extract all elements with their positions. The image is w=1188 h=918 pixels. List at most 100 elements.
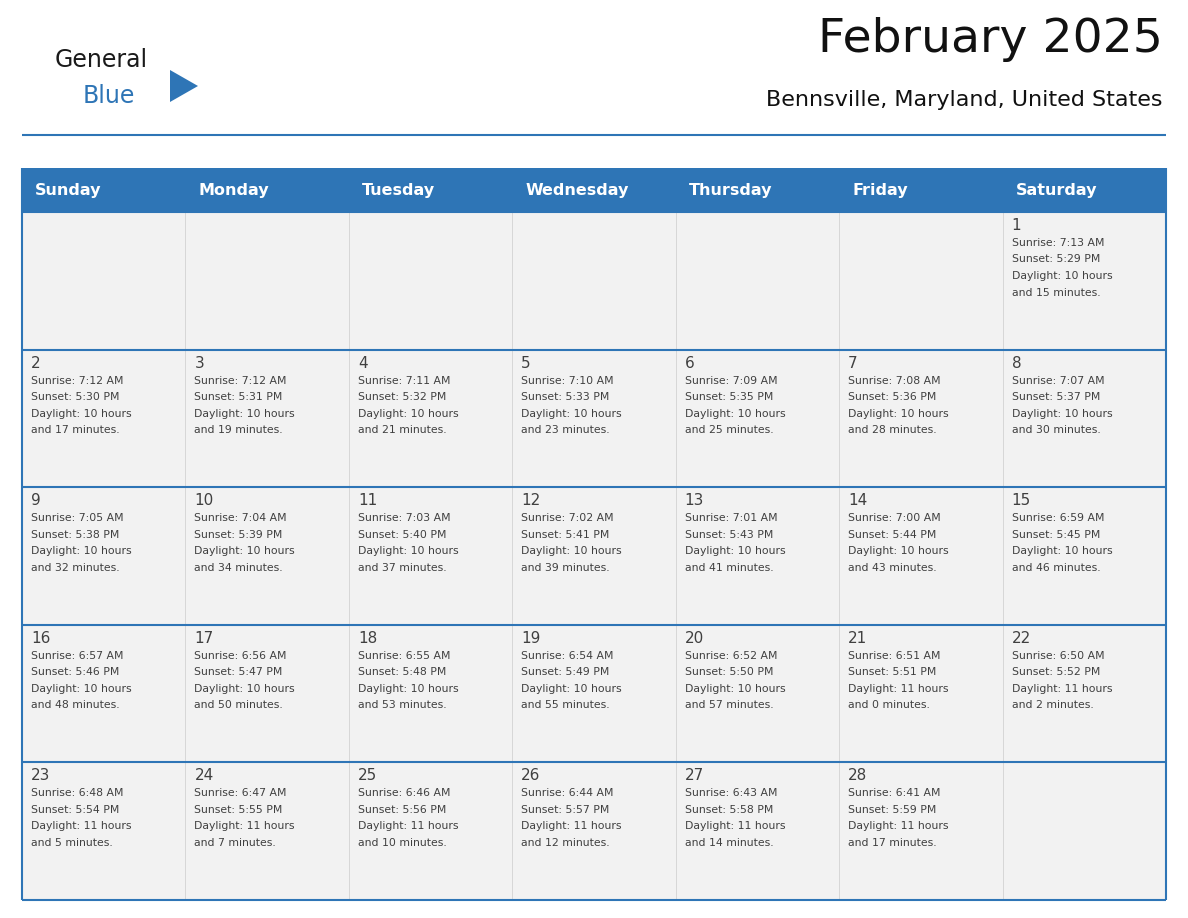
Text: and 43 minutes.: and 43 minutes.	[848, 563, 937, 573]
Text: 21: 21	[848, 631, 867, 645]
Text: 6: 6	[684, 355, 695, 371]
Text: February 2025: February 2025	[819, 17, 1163, 62]
Text: and 7 minutes.: and 7 minutes.	[195, 838, 276, 848]
Text: Sunrise: 7:01 AM: Sunrise: 7:01 AM	[684, 513, 777, 523]
Text: 27: 27	[684, 768, 704, 783]
Text: Sunset: 5:47 PM: Sunset: 5:47 PM	[195, 667, 283, 677]
Text: Daylight: 10 hours: Daylight: 10 hours	[1011, 271, 1112, 281]
Text: Sunrise: 7:02 AM: Sunrise: 7:02 AM	[522, 513, 614, 523]
Text: Sunset: 5:57 PM: Sunset: 5:57 PM	[522, 805, 609, 815]
Text: Daylight: 11 hours: Daylight: 11 hours	[31, 822, 132, 832]
Text: 4: 4	[358, 355, 367, 371]
Text: Sunset: 5:38 PM: Sunset: 5:38 PM	[31, 530, 119, 540]
Text: Sunset: 5:46 PM: Sunset: 5:46 PM	[31, 667, 119, 677]
Text: and 53 minutes.: and 53 minutes.	[358, 700, 447, 711]
Bar	[23, 763, 1165, 900]
Text: Sunset: 5:30 PM: Sunset: 5:30 PM	[31, 392, 120, 402]
Text: and 23 minutes.: and 23 minutes.	[522, 425, 609, 435]
Text: Sunset: 5:55 PM: Sunset: 5:55 PM	[195, 805, 283, 815]
Text: 17: 17	[195, 631, 214, 645]
Text: Daylight: 10 hours: Daylight: 10 hours	[31, 409, 132, 419]
Text: and 10 minutes.: and 10 minutes.	[358, 838, 447, 848]
Text: Sunrise: 6:50 AM: Sunrise: 6:50 AM	[1011, 651, 1104, 661]
Text: and 21 minutes.: and 21 minutes.	[358, 425, 447, 435]
Bar	[23, 350, 1165, 487]
Text: Sunset: 5:54 PM: Sunset: 5:54 PM	[31, 805, 119, 815]
Text: 23: 23	[31, 768, 50, 783]
Text: Daylight: 11 hours: Daylight: 11 hours	[1011, 684, 1112, 694]
Text: Sunrise: 7:13 AM: Sunrise: 7:13 AM	[1011, 238, 1104, 248]
Text: Daylight: 10 hours: Daylight: 10 hours	[195, 684, 295, 694]
Text: Sunset: 5:31 PM: Sunset: 5:31 PM	[195, 392, 283, 402]
Text: and 32 minutes.: and 32 minutes.	[31, 563, 120, 573]
Text: Sunrise: 6:44 AM: Sunrise: 6:44 AM	[522, 789, 614, 799]
Text: Daylight: 10 hours: Daylight: 10 hours	[522, 546, 621, 556]
Text: Daylight: 10 hours: Daylight: 10 hours	[522, 684, 621, 694]
Text: Daylight: 10 hours: Daylight: 10 hours	[358, 546, 459, 556]
Text: Daylight: 11 hours: Daylight: 11 hours	[358, 822, 459, 832]
Text: 9: 9	[31, 493, 40, 509]
Text: Sunrise: 7:05 AM: Sunrise: 7:05 AM	[31, 513, 124, 523]
Text: Blue: Blue	[83, 84, 135, 108]
Text: Sunrise: 6:54 AM: Sunrise: 6:54 AM	[522, 651, 614, 661]
Text: Sunset: 5:41 PM: Sunset: 5:41 PM	[522, 530, 609, 540]
Bar	[23, 625, 1165, 763]
Text: 13: 13	[684, 493, 704, 509]
Text: Daylight: 10 hours: Daylight: 10 hours	[522, 409, 621, 419]
Text: Daylight: 11 hours: Daylight: 11 hours	[684, 822, 785, 832]
Text: and 30 minutes.: and 30 minutes.	[1011, 425, 1100, 435]
Bar	[23, 487, 1165, 625]
Text: and 55 minutes.: and 55 minutes.	[522, 700, 609, 711]
Text: Sunrise: 6:43 AM: Sunrise: 6:43 AM	[684, 789, 777, 799]
Text: and 17 minutes.: and 17 minutes.	[848, 838, 937, 848]
Text: and 12 minutes.: and 12 minutes.	[522, 838, 609, 848]
Text: Daylight: 10 hours: Daylight: 10 hours	[1011, 409, 1112, 419]
Text: Tuesday: Tuesday	[362, 183, 435, 197]
Text: 22: 22	[1011, 631, 1031, 645]
Text: and 2 minutes.: and 2 minutes.	[1011, 700, 1093, 711]
Text: Sunset: 5:35 PM: Sunset: 5:35 PM	[684, 392, 773, 402]
Text: Daylight: 10 hours: Daylight: 10 hours	[358, 684, 459, 694]
Text: Sunrise: 7:00 AM: Sunrise: 7:00 AM	[848, 513, 941, 523]
Text: Daylight: 11 hours: Daylight: 11 hours	[522, 822, 621, 832]
Text: Saturday: Saturday	[1016, 183, 1098, 197]
Text: Sunset: 5:45 PM: Sunset: 5:45 PM	[1011, 530, 1100, 540]
Text: and 39 minutes.: and 39 minutes.	[522, 563, 609, 573]
Text: Sunset: 5:37 PM: Sunset: 5:37 PM	[1011, 392, 1100, 402]
Text: Sunrise: 6:47 AM: Sunrise: 6:47 AM	[195, 789, 287, 799]
Text: Daylight: 10 hours: Daylight: 10 hours	[684, 684, 785, 694]
Text: Sunset: 5:36 PM: Sunset: 5:36 PM	[848, 392, 936, 402]
Text: 18: 18	[358, 631, 377, 645]
Text: Daylight: 10 hours: Daylight: 10 hours	[195, 546, 295, 556]
Text: Wednesday: Wednesday	[525, 183, 628, 197]
Text: Sunset: 5:52 PM: Sunset: 5:52 PM	[1011, 667, 1100, 677]
Text: 3: 3	[195, 355, 204, 371]
Text: Sunset: 5:39 PM: Sunset: 5:39 PM	[195, 530, 283, 540]
Text: and 15 minutes.: and 15 minutes.	[1011, 287, 1100, 297]
Text: and 0 minutes.: and 0 minutes.	[848, 700, 930, 711]
Text: and 48 minutes.: and 48 minutes.	[31, 700, 120, 711]
Text: Monday: Monday	[198, 183, 270, 197]
Text: and 17 minutes.: and 17 minutes.	[31, 425, 120, 435]
Text: 19: 19	[522, 631, 541, 645]
Text: Sunset: 5:56 PM: Sunset: 5:56 PM	[358, 805, 447, 815]
Text: Sunset: 5:58 PM: Sunset: 5:58 PM	[684, 805, 773, 815]
Text: Sunrise: 7:08 AM: Sunrise: 7:08 AM	[848, 375, 941, 386]
Text: Daylight: 10 hours: Daylight: 10 hours	[848, 409, 949, 419]
Text: and 28 minutes.: and 28 minutes.	[848, 425, 937, 435]
Text: Daylight: 10 hours: Daylight: 10 hours	[31, 546, 132, 556]
Text: Sunrise: 7:10 AM: Sunrise: 7:10 AM	[522, 375, 614, 386]
Text: Sunrise: 6:57 AM: Sunrise: 6:57 AM	[31, 651, 124, 661]
Bar	[23, 212, 1165, 350]
Text: Daylight: 11 hours: Daylight: 11 hours	[848, 822, 949, 832]
Text: Sunset: 5:32 PM: Sunset: 5:32 PM	[358, 392, 447, 402]
Text: Sunrise: 6:56 AM: Sunrise: 6:56 AM	[195, 651, 287, 661]
Text: Daylight: 11 hours: Daylight: 11 hours	[195, 822, 295, 832]
Text: Daylight: 10 hours: Daylight: 10 hours	[684, 409, 785, 419]
Text: and 41 minutes.: and 41 minutes.	[684, 563, 773, 573]
Text: Daylight: 11 hours: Daylight: 11 hours	[848, 684, 949, 694]
Text: Sunset: 5:43 PM: Sunset: 5:43 PM	[684, 530, 773, 540]
Text: Sunset: 5:51 PM: Sunset: 5:51 PM	[848, 667, 936, 677]
Text: 8: 8	[1011, 355, 1022, 371]
Text: Sunset: 5:49 PM: Sunset: 5:49 PM	[522, 667, 609, 677]
